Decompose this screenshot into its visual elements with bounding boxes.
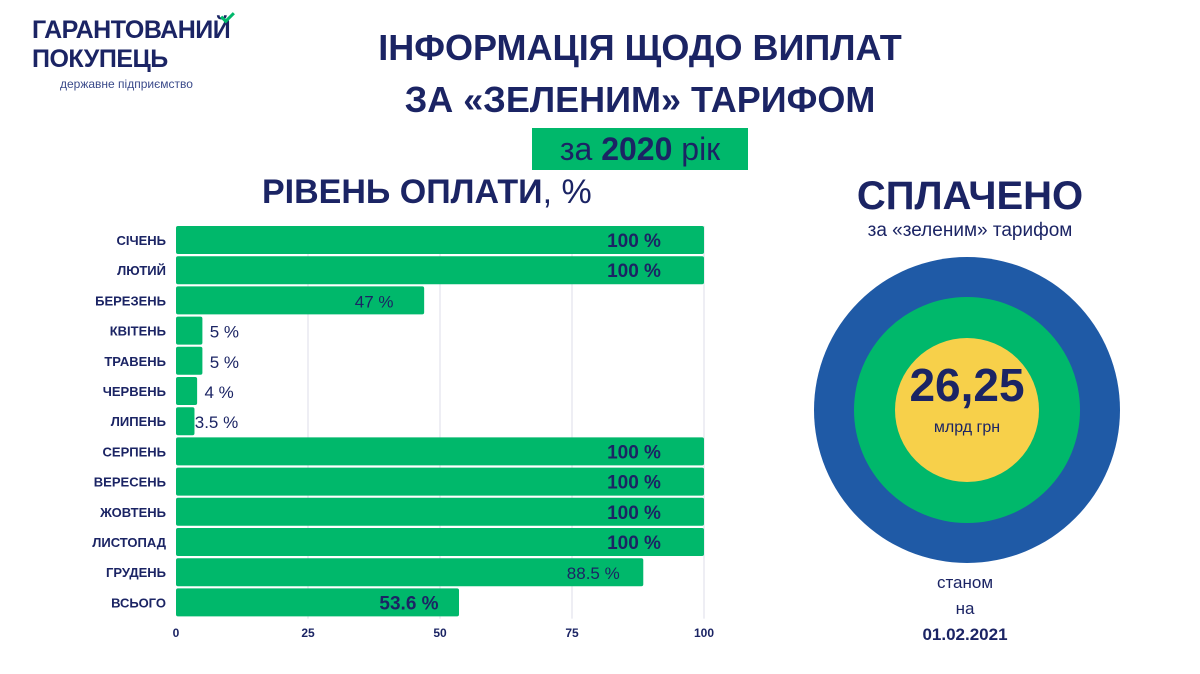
year-badge: за 2020 рік: [532, 128, 748, 170]
as-of: станом на 01.02.2021: [880, 570, 1050, 648]
data-label: 4 %: [204, 383, 233, 402]
data-label: 100 %: [607, 503, 661, 524]
category-label: ЖОВТЕНЬ: [99, 505, 166, 520]
bar: [176, 588, 460, 617]
logo-line1: ГАРАНТОВАНИЙ: [32, 16, 231, 44]
asof-line2: на: [955, 599, 975, 618]
category-label: СІЧЕНЬ: [116, 233, 166, 248]
paid-subtitle: за «зеленим» тарифом: [867, 220, 1073, 241]
title-line1: ІНФОРМАЦІЯ ЩОДО ВИПЛАТ: [378, 27, 902, 68]
bar: [176, 528, 704, 556]
paid-unit: млрд грн: [933, 419, 1001, 436]
x-tick-label: 25: [301, 626, 315, 640]
data-label: 100 %: [607, 261, 661, 282]
category-label: ЛИСТОПАД: [92, 535, 166, 550]
paid-title: СПЛАЧЕНО: [856, 174, 1084, 218]
data-label: 47 %: [355, 292, 394, 311]
x-tick-label: 0: [173, 626, 180, 640]
chart-title: РІВЕНЬ ОПЛАТИ, %: [262, 172, 592, 212]
asof-line1: станом: [936, 573, 994, 592]
chart-title-unit: , %: [542, 173, 592, 211]
inner-circle: [895, 338, 1039, 482]
category-label: КВІТЕНЬ: [110, 324, 166, 339]
bar: [176, 467, 704, 496]
data-label: 5 %: [210, 353, 239, 372]
asof-date: 01.02.2021: [922, 625, 1008, 644]
data-label: 5 %: [210, 323, 239, 342]
data-label: 53.6 %: [379, 593, 438, 614]
chart-title-text: РІВЕНЬ ОПЛАТИ: [262, 173, 543, 211]
paid-amount: 26,25: [909, 359, 1025, 411]
data-label: 100 %: [607, 473, 661, 494]
bar: [176, 377, 198, 405]
category-label: ВСЬОГО: [111, 595, 166, 610]
logo-line2: ПОКУПЕЦЬ: [32, 45, 168, 73]
bar: [176, 558, 644, 587]
bar: [176, 437, 704, 466]
category-label: ВЕРЕСЕНЬ: [94, 475, 166, 490]
x-tick-label: 100: [694, 626, 714, 640]
category-label: ТРАВЕНЬ: [104, 354, 166, 369]
year-suffix: рік: [672, 131, 721, 167]
category-label: ГРУДЕНЬ: [106, 565, 166, 580]
category-label: ЛИПЕНЬ: [111, 414, 166, 429]
bar: [176, 316, 203, 345]
bar: [176, 286, 425, 315]
category-label: ЛЮТИЙ: [117, 263, 166, 278]
bar-chart: 0 25 50 75 100 СІЧЕНЬ 100 % ЛЮТИЙ 100 % БЕРЕЗЕНЬ 4…: [92, 226, 714, 640]
category-label: СЕРПЕНЬ: [103, 444, 166, 459]
year-prefix: за: [559, 131, 602, 167]
bar: [176, 497, 704, 526]
x-tick-label: 50: [433, 626, 447, 640]
category-label: БЕРЕЗЕНЬ: [95, 293, 166, 308]
title-line2: ЗА «ЗЕЛЕНИМ» ТАРИФОМ: [404, 79, 876, 120]
bar: [176, 407, 195, 436]
year: 2020: [601, 131, 673, 167]
bar: [176, 256, 704, 285]
logo-tagline: державне підприємство: [60, 77, 193, 91]
category-label: ЧЕРВЕНЬ: [103, 384, 166, 399]
data-label: 100 %: [607, 442, 661, 463]
bar: [176, 346, 203, 375]
data-label: 100 %: [607, 231, 661, 252]
page-title: ІНФОРМАЦІЯ ЩОДО ВИПЛАТ ЗА «ЗЕЛЕНИМ» ТАРИФ…: [300, 22, 980, 126]
x-tick-label: 75: [565, 626, 579, 640]
bar: [176, 226, 704, 254]
data-label: 88.5 %: [567, 564, 620, 583]
data-label: 100 %: [607, 533, 661, 554]
data-label: 3.5 %: [195, 413, 238, 432]
logo: ГАРАНТОВАНИЙ ПОКУПЕЦЬ: [32, 16, 231, 74]
